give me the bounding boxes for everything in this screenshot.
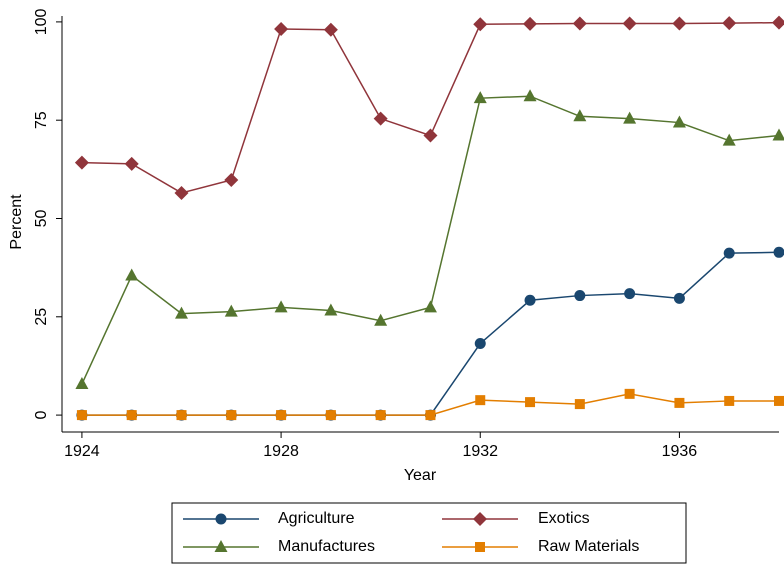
data-point bbox=[622, 16, 637, 31]
y-tick-label: 100 bbox=[33, 8, 50, 35]
x-tick-label: 1936 bbox=[662, 443, 698, 460]
legend-label: Manufactures bbox=[278, 538, 375, 555]
legend-marker bbox=[215, 513, 227, 525]
data-point bbox=[174, 185, 189, 200]
data-point bbox=[475, 395, 486, 406]
series-line bbox=[81, 21, 780, 194]
legend-label: Raw Materials bbox=[538, 538, 639, 555]
data-point bbox=[724, 395, 735, 406]
data-point bbox=[375, 410, 386, 421]
x-tick-label: 1924 bbox=[64, 443, 100, 460]
data-point bbox=[274, 21, 289, 36]
data-point bbox=[175, 306, 188, 319]
y-tick-label: 0 bbox=[33, 411, 50, 420]
legend-marker bbox=[214, 540, 228, 552]
data-point bbox=[373, 111, 388, 126]
y-tick-label: 25 bbox=[33, 308, 50, 326]
data-point bbox=[224, 172, 239, 187]
data-point bbox=[773, 246, 784, 258]
x-axis-label: Year bbox=[404, 467, 437, 484]
data-point bbox=[723, 247, 735, 259]
x-tick-label: 1928 bbox=[263, 443, 299, 460]
data-point bbox=[674, 397, 685, 408]
data-point bbox=[474, 338, 486, 350]
data-point bbox=[126, 410, 137, 421]
data-point bbox=[672, 115, 686, 128]
data-point bbox=[274, 300, 288, 313]
data-point bbox=[74, 155, 89, 170]
data-point bbox=[226, 410, 237, 421]
data-point bbox=[125, 268, 139, 281]
data-point bbox=[672, 16, 687, 31]
legend-marker bbox=[475, 542, 485, 552]
data-point bbox=[124, 156, 139, 171]
data-point bbox=[574, 290, 586, 302]
data-point bbox=[324, 303, 338, 316]
data-point bbox=[176, 410, 187, 421]
data-point bbox=[774, 395, 784, 406]
data-point bbox=[722, 133, 736, 146]
data-point bbox=[523, 89, 537, 102]
data-point bbox=[76, 410, 87, 421]
data-point bbox=[623, 111, 637, 124]
legend-marker bbox=[473, 512, 487, 526]
data-point bbox=[425, 410, 436, 421]
y-tick-label: 50 bbox=[33, 209, 50, 227]
y-tick-label: 75 bbox=[33, 111, 50, 129]
data-point bbox=[624, 288, 636, 300]
data-point bbox=[224, 304, 238, 317]
data-point bbox=[473, 17, 488, 32]
data-point bbox=[624, 388, 635, 399]
legend-label: Agriculture bbox=[278, 510, 355, 527]
data-point bbox=[673, 292, 685, 304]
data-point bbox=[325, 410, 336, 421]
series-line bbox=[81, 251, 780, 416]
data-point bbox=[523, 16, 538, 31]
data-point bbox=[423, 300, 437, 313]
data-point bbox=[572, 16, 587, 31]
data-point bbox=[75, 377, 89, 390]
data-point bbox=[722, 16, 737, 31]
data-point bbox=[276, 410, 287, 421]
legend-box bbox=[171, 502, 687, 564]
data-point bbox=[525, 397, 536, 408]
legend-label: Exotics bbox=[538, 510, 590, 527]
data-point bbox=[573, 109, 587, 122]
x-tick-label: 1932 bbox=[462, 443, 498, 460]
data-point bbox=[772, 15, 784, 30]
data-point bbox=[423, 128, 438, 143]
data-point bbox=[473, 91, 487, 104]
data-point bbox=[574, 399, 585, 410]
data-point bbox=[524, 294, 536, 306]
data-point bbox=[374, 313, 388, 326]
data-point bbox=[772, 128, 784, 141]
data-point bbox=[323, 22, 338, 37]
y-axis-label: Percent bbox=[8, 194, 25, 250]
